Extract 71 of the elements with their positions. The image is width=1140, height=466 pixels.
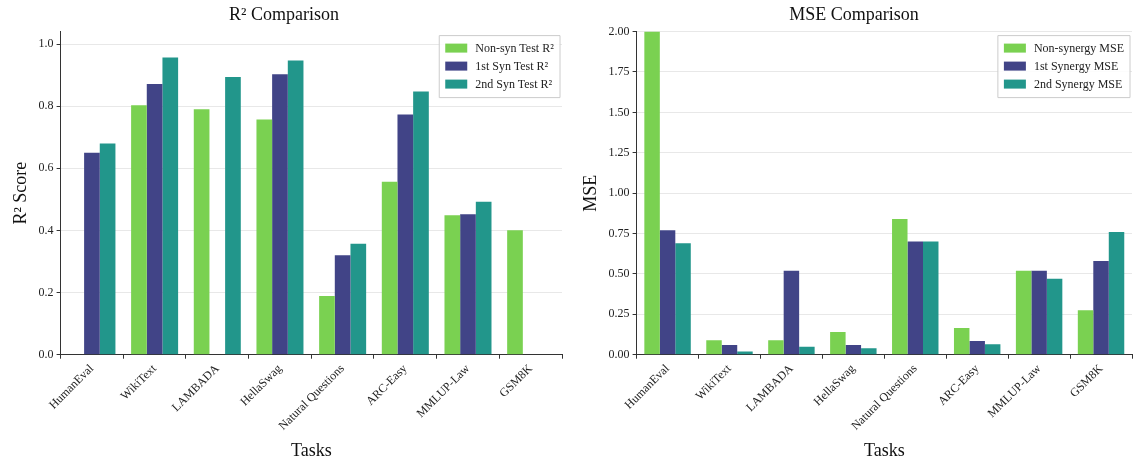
bar [381, 181, 398, 355]
bar [334, 255, 351, 355]
y-tick-label: 0.6 [38, 160, 54, 175]
legend-label: Non-synergy MSE [1033, 40, 1125, 55]
bar [768, 340, 784, 355]
bar [1093, 261, 1109, 355]
bar [193, 109, 210, 355]
bar [272, 74, 288, 355]
bar [319, 295, 335, 355]
bar [397, 114, 414, 355]
bar [644, 31, 660, 355]
x-axis-title: Tasks [863, 439, 905, 460]
bar [1031, 270, 1047, 355]
y-tick-label: 1.25 [608, 144, 630, 159]
y-tick-label: 0.8 [38, 98, 54, 113]
y-axis-title: MSE [579, 174, 600, 212]
bar [783, 270, 800, 355]
bar [460, 214, 476, 355]
bar [907, 241, 923, 355]
y-tick-label: 0.75 [608, 225, 630, 240]
bar [84, 152, 100, 355]
bar [830, 332, 846, 355]
bar [225, 76, 241, 355]
bar [256, 119, 273, 355]
y-tick-label: 1.00 [608, 185, 630, 200]
bar [350, 243, 367, 355]
bar [861, 348, 877, 355]
legend-label: 2nd Synergy MSE [1033, 76, 1123, 91]
bar [1108, 231, 1125, 355]
legend-label: 2nd Syn Test R² [475, 76, 553, 91]
legend-label: 1st Synergy MSE [1033, 58, 1119, 73]
bar [923, 241, 939, 355]
y-tick-label: 0.2 [38, 284, 54, 299]
legend-label: 1st Syn Test R² [475, 58, 549, 73]
y-tick-label: 2.00 [608, 23, 630, 38]
bar [675, 243, 691, 355]
bar [507, 230, 523, 355]
bar [287, 60, 304, 355]
y-tick-label: 0.0 [38, 346, 54, 361]
y-tick-label: 0.50 [608, 266, 630, 281]
bar [99, 143, 116, 355]
bar [1077, 310, 1094, 355]
bar [845, 345, 862, 355]
chart-title: MSE Comparison [789, 3, 919, 24]
bar [706, 340, 722, 355]
bar [737, 351, 753, 355]
chart-title: R² Comparison [229, 3, 339, 24]
y-tick-label: 1.0 [38, 36, 54, 51]
y-tick-label: 0.25 [608, 306, 630, 321]
bar [799, 346, 815, 355]
bar [659, 230, 676, 355]
y-tick-label: 1.50 [608, 104, 630, 119]
y-tick-label: 0.00 [608, 346, 630, 361]
bar [1046, 278, 1063, 355]
y-axis-title: R² Score [9, 161, 30, 225]
bar [953, 328, 970, 355]
bar [892, 219, 908, 355]
legend-label: Non-syn Test R² [475, 40, 555, 55]
bar [444, 215, 461, 355]
x-axis-title: Tasks [290, 439, 332, 460]
bar [162, 57, 179, 355]
bar [1015, 270, 1032, 355]
bar [475, 201, 492, 355]
bar [969, 340, 985, 355]
bar [721, 345, 738, 355]
bar [984, 344, 1001, 355]
y-tick-label: 0.4 [38, 222, 54, 237]
bar [131, 105, 147, 355]
bar [413, 91, 429, 355]
bar [146, 84, 163, 355]
y-tick-label: 1.75 [608, 64, 630, 79]
